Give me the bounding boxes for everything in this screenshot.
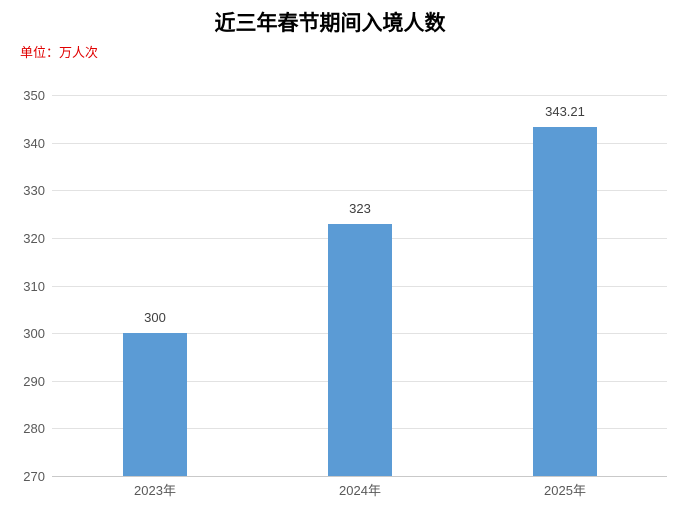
- y-axis-tick-label: 310: [23, 279, 45, 294]
- bar-value-label: 300: [144, 310, 166, 325]
- bar-value-label: 343.21: [545, 104, 585, 119]
- chart-title: 近三年春节期间入境人数: [214, 10, 446, 35]
- gridline: [52, 95, 667, 96]
- y-axis-tick-label: 290: [23, 374, 45, 389]
- y-axis-tick-label: 330: [23, 183, 45, 198]
- bar-2025年: [533, 127, 597, 476]
- x-axis-category-label: 2025年: [544, 483, 586, 498]
- x-axis-category-label: 2024年: [339, 483, 381, 498]
- bar-2023年: [123, 333, 187, 476]
- x-axis-line: [52, 476, 667, 477]
- bar-2024年: [328, 224, 392, 476]
- bar-value-label: 323: [349, 201, 371, 216]
- y-axis-tick-label: 350: [23, 88, 45, 103]
- y-axis-tick-label: 280: [23, 421, 45, 436]
- gridline: [52, 190, 667, 191]
- gridline: [52, 143, 667, 144]
- y-axis-tick-label: 320: [23, 231, 45, 246]
- y-axis-tick-label: 340: [23, 136, 45, 151]
- y-axis-tick-label: 270: [23, 469, 45, 484]
- unit-label: 单位：万人次: [20, 45, 99, 60]
- x-axis-category-label: 2023年: [134, 483, 176, 498]
- y-axis-tick-label: 300: [23, 326, 45, 341]
